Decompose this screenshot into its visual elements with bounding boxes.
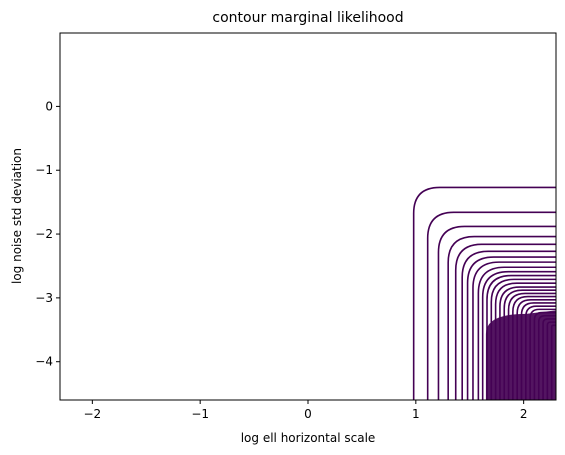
contour-line [520,302,556,400]
contour-line [512,295,556,400]
contour-line [477,266,556,400]
contour-line [466,256,556,400]
x-tick-label: 1 [412,407,420,421]
contour-line [472,261,556,400]
contour-line [546,321,556,400]
x-tick-label: −1 [191,407,209,421]
chart-title: contour marginal likelihood [212,10,403,26]
contour-line [494,282,556,400]
x-tick-label: 0 [304,407,312,421]
contour-line [550,324,556,400]
contour-line [486,274,556,400]
y-tick-label: −2 [35,227,53,241]
contour-line [481,270,556,400]
contour-filled-region [485,310,556,400]
contour-line [503,289,556,400]
x-tick-label: 2 [520,407,528,421]
contour-line [499,286,556,400]
y-tick-label: −3 [35,291,53,305]
contour-line [461,250,556,400]
contour-line [516,298,556,400]
contour-line [447,235,556,400]
contour-line [525,305,556,400]
contour-line [537,314,556,400]
y-axis-label: log noise std deviation [10,148,24,284]
contour-line [507,292,556,400]
contour-line [490,278,556,400]
contour-line [529,308,556,400]
plot-background [60,33,556,400]
contour-line [437,225,556,400]
y-axis-ticks: 0 −1 −2 −3 −4 [35,99,60,369]
y-tick-label: 0 [45,99,53,113]
contour-line [426,211,556,400]
contour-line [412,186,556,400]
x-axis-label: log ell horizontal scale [241,431,376,445]
contour-lines [412,186,556,400]
x-axis-ticks: −2 −1 0 1 2 [83,400,527,421]
y-tick-label: −4 [35,355,53,369]
contour-line [454,243,556,400]
x-tick-label: −2 [83,407,101,421]
y-tick-label: −1 [35,163,53,177]
contour-line [542,318,556,400]
plot-area [60,33,556,400]
contour-line [533,311,556,400]
